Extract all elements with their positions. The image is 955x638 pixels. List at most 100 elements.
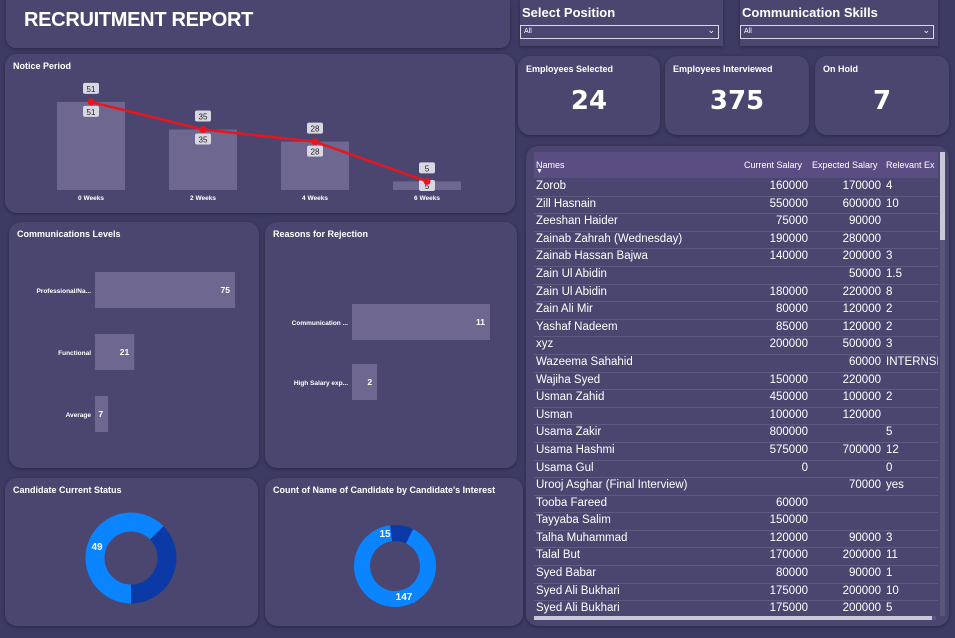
- trend-line: [90, 100, 428, 183]
- cell-current-salary: 575000: [769, 443, 808, 456]
- cell-name: Yashaf Nadeem: [536, 320, 618, 333]
- table-row[interactable]: Usama Hashmi 575000 700000 12: [534, 443, 938, 461]
- bar-data-label: 5: [425, 182, 430, 191]
- data-label-box: [307, 145, 323, 157]
- bar-data-label: 51: [87, 108, 96, 117]
- table-row[interactable]: Yashaf Nadeem 85000 120000 2: [534, 320, 938, 338]
- table-row[interactable]: Usama Gul 0 0: [534, 461, 938, 479]
- cell-relevant-experience: 3: [886, 531, 893, 544]
- bar-data-label: 11: [476, 317, 485, 327]
- communication-levels-chart: 75 Professional/Na... 21 Functional 7 Average: [36, 272, 235, 432]
- communication-slicer-label: Communication Skills: [742, 5, 878, 20]
- chart-title: Notice Period: [13, 61, 72, 71]
- cell-name: Zill Hasnain: [536, 197, 597, 210]
- position-slicer-label: Select Position: [522, 5, 616, 20]
- table-row[interactable]: Zain Ul Abidin 180000 220000 8: [534, 285, 938, 303]
- cell-expected-salary: 200000: [842, 584, 881, 597]
- table-row[interactable]: Syed Babar 80000 90000 1: [534, 566, 938, 584]
- cell-relevant-experience: 2: [886, 303, 893, 316]
- cell-relevant-experience: 10: [886, 197, 899, 210]
- table-row[interactable]: Usman 100000 120000: [534, 408, 938, 426]
- cell-current-salary: 120000: [769, 531, 808, 544]
- table-row[interactable]: Talal But 170000 200000 11: [534, 548, 938, 567]
- column-header-names[interactable]: Names: [536, 160, 565, 170]
- cell-current-salary: 150000: [769, 373, 808, 386]
- table-row[interactable]: xyz 200000 500000 3: [534, 337, 938, 355]
- table-row[interactable]: Tooba Fareed 60000: [534, 496, 938, 514]
- table-row[interactable]: Usama Zakir 800000 5: [534, 425, 938, 443]
- cell-relevant-experience: INTERNSH: [886, 355, 938, 368]
- line-point: [423, 177, 431, 185]
- table-row[interactable]: Zain Ali Mir 80000 120000 2: [534, 302, 938, 320]
- cell-current-salary: 80000: [776, 567, 808, 580]
- bar-data-label: 75: [221, 285, 231, 295]
- position-slicer: Select Position All ⌄: [520, 0, 723, 46]
- cell-expected-salary: 200000: [842, 250, 881, 263]
- table-row[interactable]: Zorob 160000 170000 4: [534, 179, 938, 197]
- cell-name: Zorob: [536, 180, 567, 192]
- table-row[interactable]: Wajiha Syed 150000 220000: [534, 373, 938, 391]
- donut-slice: [354, 525, 436, 607]
- chart-title: Communications Levels: [17, 229, 121, 239]
- cell-current-salary: 180000: [769, 285, 808, 298]
- position-dropdown[interactable]: All ⌄: [520, 25, 719, 39]
- data-label-box: [393, 591, 415, 603]
- line-point: [199, 126, 207, 134]
- table-row[interactable]: Zill Hasnain 550000 600000 10: [534, 197, 938, 215]
- cell-name: Zain Ul Abidin: [536, 267, 607, 280]
- column-header-expected-salary[interactable]: Expected Salary: [812, 160, 878, 170]
- cell-relevant-experience: 5: [886, 426, 893, 439]
- communication-dropdown-value: All: [744, 28, 752, 35]
- cell-name: Tooba Fareed: [536, 496, 607, 509]
- y-axis-tick-label: High Salary exp...: [294, 380, 348, 387]
- vertical-scrollbar[interactable]: [940, 152, 945, 616]
- table-row[interactable]: Zainab Hassan Bajwa 140000 200000 3: [534, 249, 938, 267]
- cell-name: Zain Ul Abidin: [536, 285, 607, 298]
- column-header-relevant-experience[interactable]: Relevant Ex: [886, 160, 935, 170]
- table-row[interactable]: Wazeema Sahahid 60000 INTERNSH: [534, 355, 938, 373]
- table-row[interactable]: Syed Ali Bukhari 175000 200000 10: [534, 584, 938, 602]
- cell-current-salary: 800000: [769, 426, 808, 439]
- bar-data-label: 28: [311, 148, 320, 157]
- cell-relevant-experience: 10: [886, 584, 899, 597]
- bar: [95, 272, 235, 308]
- cell-expected-salary: 200000: [842, 602, 881, 614]
- table-row[interactable]: Tayyaba Salim 150000: [534, 513, 938, 531]
- horizontal-scrollbar[interactable]: [534, 616, 936, 620]
- table-row[interactable]: Syed Ali Bukhari 175000 200000 5: [534, 601, 938, 614]
- line-data-label: 51: [87, 85, 96, 94]
- cell-name: Usama Gul: [536, 461, 594, 474]
- scrollbar-thumb[interactable]: [940, 152, 945, 240]
- bar-data-label: 2: [367, 377, 372, 387]
- cell-name: Zeeshan Haider: [536, 215, 618, 228]
- card-title: Employees Selected: [526, 64, 614, 74]
- column-header-current-salary[interactable]: Current Salary: [744, 160, 803, 170]
- table-row[interactable]: Zeeshan Haider 75000 90000: [534, 214, 938, 232]
- data-label-box: [195, 110, 211, 122]
- scrollbar-thumb[interactable]: [534, 616, 932, 620]
- cell-relevant-experience: 5: [886, 602, 893, 614]
- cell-current-salary: 60000: [776, 496, 808, 509]
- communication-dropdown[interactable]: All ⌄: [740, 25, 934, 39]
- candidate-status-panel: Candidate Current Status 82 49: [5, 478, 258, 626]
- bar: [95, 396, 109, 432]
- table-row[interactable]: Talha Muhammad 120000 90000 3: [534, 531, 938, 549]
- table-row[interactable]: Usman Zahid 450000 100000 2: [534, 390, 938, 408]
- cell-expected-salary: 120000: [842, 303, 881, 316]
- cell-current-salary: 200000: [769, 338, 808, 351]
- employees-interviewed-card: Employees Interviewed 375: [665, 56, 809, 135]
- card-title: Employees Interviewed: [673, 64, 773, 74]
- cell-current-salary: 190000: [769, 232, 808, 245]
- candidates-table: Names ▼ Current Salary Expected Salary R…: [534, 152, 938, 614]
- table-row[interactable]: Urooj Asghar (Final Interview) 70000 yes: [534, 478, 938, 496]
- cell-name: Talha Muhammad: [536, 531, 628, 544]
- cell-relevant-experience: 1: [886, 567, 893, 580]
- table-row[interactable]: Zain Ul Abidin 50000 1.5: [534, 267, 938, 285]
- bar-data-label: 7: [98, 409, 103, 419]
- line-data-label: 5: [425, 164, 430, 173]
- data-label-box: [83, 82, 99, 94]
- table-row[interactable]: Zainab Zahrah (Wednesday) 190000 280000: [534, 232, 938, 250]
- cell-current-salary: 85000: [776, 320, 808, 333]
- donut-data-label: 49: [91, 542, 103, 553]
- data-label-box: [307, 122, 323, 134]
